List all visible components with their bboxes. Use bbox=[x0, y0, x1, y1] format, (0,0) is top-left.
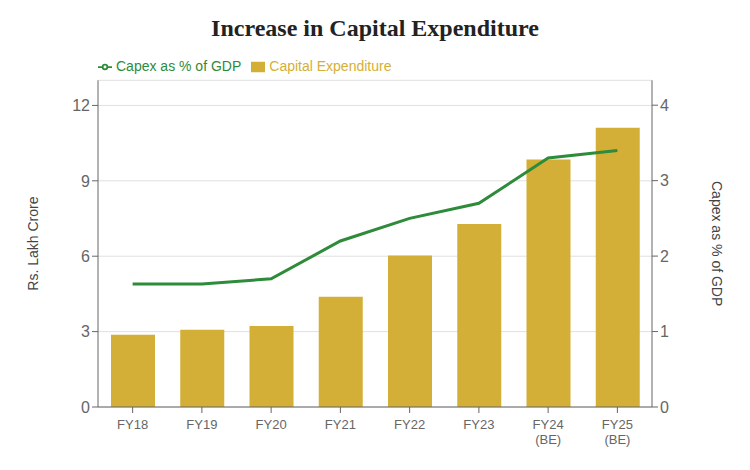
svg-text:Capex as % of GDP: Capex as % of GDP bbox=[709, 181, 725, 306]
svg-text:9: 9 bbox=[81, 173, 90, 190]
svg-text:3: 3 bbox=[660, 172, 669, 189]
svg-text:1: 1 bbox=[660, 323, 669, 340]
svg-text:2: 2 bbox=[660, 248, 669, 265]
html-text:Capex as % of GDP: Capex as % of GDP bbox=[116, 58, 242, 74]
svg-text:FY22: FY22 bbox=[394, 417, 425, 432]
svg-text:FY21: FY21 bbox=[325, 417, 356, 432]
svg-text:FY23: FY23 bbox=[463, 417, 494, 432]
html-text:Capital Expenditure: Capital Expenditure bbox=[269, 58, 392, 74]
svg-text:0: 0 bbox=[660, 399, 669, 416]
svg-text:FY24(BE): FY24(BE) bbox=[533, 417, 564, 447]
svg-text:6: 6 bbox=[81, 248, 90, 265]
svg-text:FY18: FY18 bbox=[117, 417, 148, 432]
svg-text:4: 4 bbox=[660, 97, 669, 114]
svg-text:12: 12 bbox=[72, 97, 90, 114]
svg-text:FY19: FY19 bbox=[186, 417, 217, 432]
svg-text:Rs. Lakh Crore: Rs. Lakh Crore bbox=[25, 196, 41, 290]
svg-text:FY20: FY20 bbox=[256, 417, 287, 432]
svg-text:FY25(BE): FY25(BE) bbox=[602, 417, 633, 447]
html-text:Increase in Capital Expenditur: Increase in Capital Expenditure bbox=[211, 15, 539, 41]
svg-text:0: 0 bbox=[81, 399, 90, 416]
svg-text:3: 3 bbox=[81, 323, 90, 340]
